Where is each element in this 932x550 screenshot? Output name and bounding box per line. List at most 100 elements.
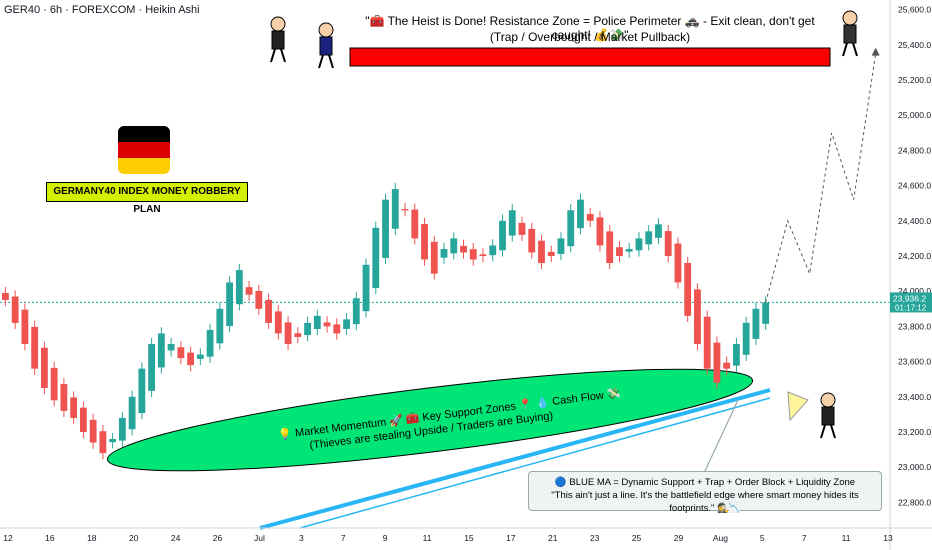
candle-body [713,342,721,383]
x-tick-label: 18 [87,533,97,543]
candle-body [655,224,662,238]
candle-body [118,417,126,441]
candle-body [187,352,195,366]
y-tick-label: 23,400.0 [898,392,931,402]
candle-body [343,319,350,329]
robber-icon [270,16,286,63]
x-tick-label: 3 [299,533,304,543]
x-tick-label: 24 [171,533,181,543]
y-tick-label: 24,800.0 [898,145,931,155]
y-tick-label: 24,400.0 [898,216,931,226]
current-price-label: 23,936.2 [893,293,926,303]
candle-body [391,189,399,229]
x-tick-label: 13 [883,533,893,543]
heist-note-line1: "🧰 The Heist is Done! Resistance Zone = … [365,14,815,42]
candle-body [333,324,341,334]
candle-body [547,251,555,256]
x-tick-label: 9 [383,533,388,543]
candle-body [421,223,428,260]
candle-body [489,245,497,256]
y-tick-label: 22,800.0 [898,497,931,507]
x-axis: 12 16 18 20 24 26 Jul 3 7 9 11 15 17 21 23 25 29 Aug 5 7 11 1… [0,527,932,543]
y-tick-label: 25,000.0 [898,110,931,120]
candle-body [625,248,633,252]
x-tick-label: Aug [713,533,728,543]
figure-leg [318,54,324,69]
flashlight-robber-icon [820,392,836,439]
candle-body [606,231,614,264]
support-zone [106,368,754,472]
candle-body [460,245,467,253]
y-tick-label: 25,200.0 [898,75,931,85]
candle-body [313,315,321,329]
candle-body [450,238,458,254]
projection-path [270,10,880,439]
candle-body [284,322,292,344]
ma-note-pointer [704,399,739,472]
candle-body [265,299,272,323]
ma-note-line2: "This ain't just a line. It's the battle… [551,490,859,514]
candle-body [60,384,68,411]
y-tick-label: 23,200.0 [898,427,931,437]
candle-body [528,228,536,253]
figure-body [271,30,285,50]
candle-body [372,227,380,288]
candle-body [742,322,750,355]
candle-body [31,326,39,369]
candle-body [733,344,740,366]
y-tick-label: 24,200.0 [898,251,931,261]
candle-body [235,270,243,305]
candle-body [567,210,575,247]
candle-body [684,262,692,316]
candle-body [440,248,448,258]
figure-body [843,24,857,44]
x-tick-label: 7 [341,533,346,543]
candle-body [616,247,623,256]
candle-body [148,344,156,391]
candle-body [50,367,58,401]
figure-leg [830,424,836,439]
x-tick-label: 11 [842,533,851,543]
figure-head [842,10,858,26]
candle-body [177,347,185,359]
figure-leg [820,424,826,439]
candle-body [323,322,331,327]
figure-leg [280,48,286,63]
x-tick-label: 26 [213,533,223,543]
y-tick-label: 24,600.0 [898,181,931,191]
x-tick-label: 7 [802,533,807,543]
y-tick-label: 23,000.0 [898,462,931,472]
candle-body [2,292,9,300]
figure-leg [328,54,334,69]
candle-body [411,209,419,239]
x-tick-label: 15 [464,533,474,543]
candle-body [645,231,653,245]
candle-body [479,254,487,256]
resistance-zone [349,47,831,67]
candle-body [109,439,117,443]
candle-body [294,333,302,337]
candle-body [128,396,136,430]
candle-body [752,308,760,339]
flashlight-beam [787,391,809,422]
candle-body [226,282,233,327]
candle-body [99,431,107,454]
x-tick-label: 20 [129,533,139,543]
candle-body [703,316,711,369]
ma-note: 🔵 BLUE MA = Dynamic Support + Trap + Ord… [528,471,882,514]
candle-body [157,333,165,368]
candle-body [21,309,29,344]
figure-leg [270,48,276,63]
candle-body [430,241,438,274]
candle-body [518,222,526,235]
y-tick-label: 25,600.0 [898,5,931,15]
candle-body [557,238,565,254]
projection-line [765,53,877,303]
y-tick-label: 24,000.0 [898,286,931,296]
heist-note-line2: (Trap / Overbought / Market Pullback) [489,30,691,44]
figure-body [821,406,835,426]
x-tick-label: 11 [423,533,432,543]
x-tick-label: 23 [590,533,600,543]
figure-head [820,392,836,408]
